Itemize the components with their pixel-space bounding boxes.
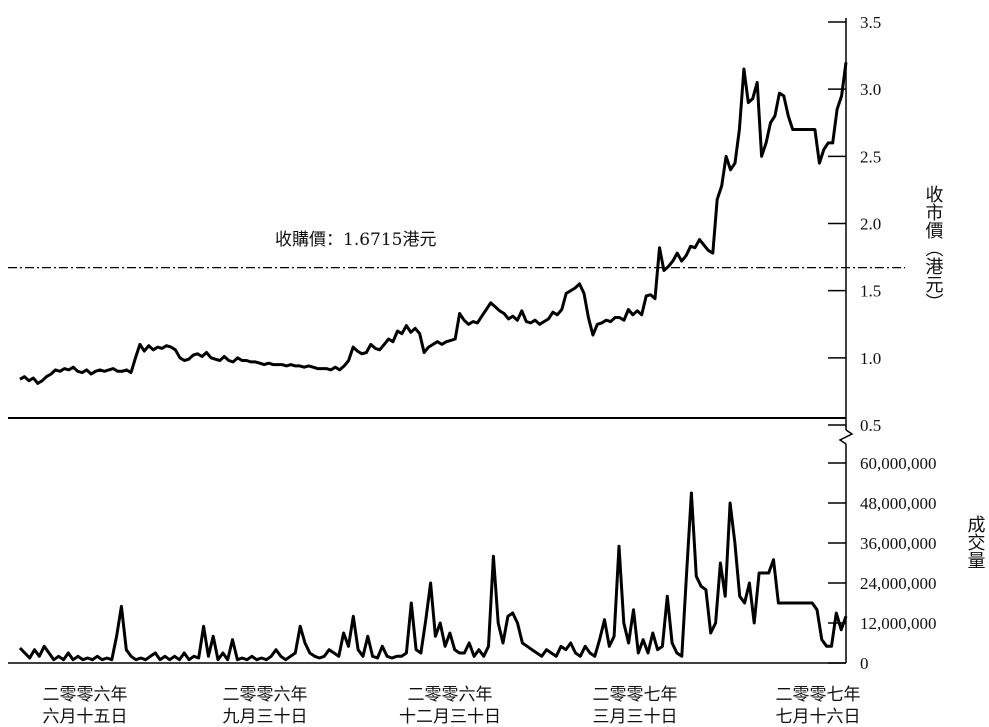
offer-price-label: 收購價：1.6715港元 [275,230,436,250]
x-date-label: 二零零六年十二月三十日 [399,685,501,727]
axis-break-mark [838,429,854,445]
x-date-label: 二零零六年九月三十日 [223,685,308,727]
price-tick-label: 0.5 [860,416,881,435]
price-axis-title: 收市價（港元） [923,185,944,311]
price-tick-label: 1.0 [860,349,881,368]
volume-tick-label: 24,000,000 [860,574,937,593]
volume-tick-label: 48,000,000 [860,494,937,513]
closing-price-line [19,62,848,385]
x-date-label: 二零零七年三月三十日 [593,685,678,727]
x-date-label: 二零零六年六月十五日 [43,685,128,727]
price-tick-label: 1.5 [860,282,881,301]
volume-tick-label: 12,000,000 [860,614,937,633]
price-tick-label: 2.0 [860,215,881,234]
x-date-label: 二零零七年七月十六日 [776,685,861,727]
volume-tick-label: 36,000,000 [860,534,937,553]
volume-axis-title: 成交量 [965,515,986,569]
volume-tick-label: 0 [860,654,869,673]
price-tick-label: 3.5 [860,13,881,32]
price-tick-label: 2.5 [860,147,881,166]
price-tick-label: 3.0 [860,80,881,99]
volume-tick-label: 60,000,000 [860,454,937,473]
trading-volume-line [18,491,848,662]
